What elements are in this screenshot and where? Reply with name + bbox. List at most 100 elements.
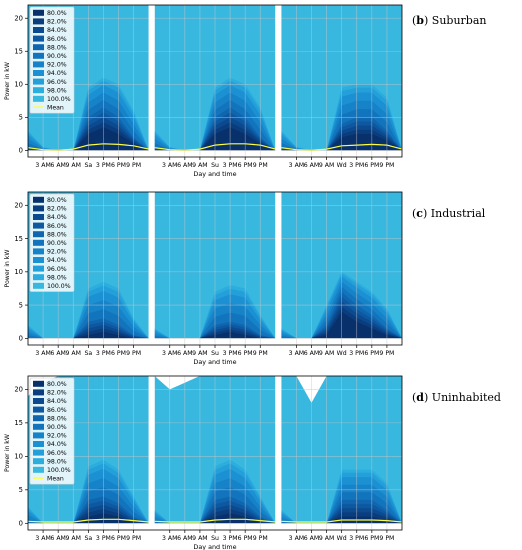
legend-box (29, 6, 75, 114)
y-tick-label: 5 (19, 301, 23, 309)
x-tick-label: 6 AM (50, 350, 65, 357)
y-axis-label: Power in kW (4, 434, 11, 472)
x-tick-label: 9 PM (126, 350, 141, 357)
x-tick-label: 6 AM (177, 162, 192, 169)
legend-label: 98.0% (47, 87, 67, 94)
x-tick-label: 6 PM (238, 535, 253, 542)
legend-label: 86.0% (47, 36, 67, 43)
x-tick-label: Wd (337, 535, 347, 542)
x-tick-label: Su (211, 162, 219, 169)
x-tick-label: 3 PM (96, 535, 111, 542)
legend-swatch-98-0 (33, 274, 44, 281)
y-tick-label: 20 (14, 14, 23, 22)
x-tick-label: 3 PM (96, 162, 111, 169)
x-tick-label: 9 AM (66, 350, 81, 357)
legend-swatch-88-0 (33, 415, 44, 422)
legend-label: 84.0% (47, 398, 67, 405)
x-tick-label: 3 PM (223, 535, 238, 542)
legend-label: 92.0% (47, 433, 67, 440)
panel-label-uninhabited: (d) Uninhabited (412, 391, 501, 404)
day-separator (275, 376, 282, 530)
x-tick-label: 3 AM (289, 350, 304, 357)
legend-swatch-92-0 (33, 61, 44, 68)
x-tick-label: 9 PM (379, 162, 394, 169)
legend-swatch-100-0 (33, 466, 44, 473)
legend-swatch-90-0 (33, 239, 44, 246)
legend-label: 98.0% (47, 274, 67, 281)
legend-label: 82.0% (47, 19, 67, 26)
legend-label: 88.0% (47, 415, 67, 422)
day-separator (148, 5, 155, 157)
legend-swatch-92-0 (33, 248, 44, 255)
x-tick-label: 9 PM (379, 535, 394, 542)
x-tick-label: 9 PM (253, 535, 268, 542)
x-tick-label: 3 AM (35, 350, 50, 357)
y-tick-label: 15 (14, 419, 23, 427)
legend-swatch-90-0 (33, 423, 44, 430)
legend-swatch-96-0 (33, 449, 44, 456)
x-tick-label: Wd (337, 350, 347, 357)
y-tick-label: 0 (19, 335, 23, 343)
legend-swatch-92-0 (33, 432, 44, 439)
y-tick-label: 15 (14, 47, 23, 55)
legend-swatch-90-0 (33, 52, 44, 59)
y-tick-label: 15 (14, 235, 23, 243)
x-tick-label: 6 PM (111, 535, 126, 542)
legend-swatch-96-0 (33, 78, 44, 85)
legend-swatch-100-0 (33, 95, 44, 102)
x-tick-label: 9 AM (66, 162, 81, 169)
legend-label: 100.0% (47, 283, 71, 290)
day-separator (148, 192, 155, 345)
x-tick-label: 3 AM (35, 535, 50, 542)
legend-label: 96.0% (47, 266, 67, 273)
x-tick-label: 6 AM (50, 162, 65, 169)
legend-label: 92.0% (47, 249, 67, 256)
legend-label: 84.0% (47, 27, 67, 34)
legend-swatch-94-0 (33, 257, 44, 263)
legend-swatch-86-0 (33, 35, 44, 42)
x-tick-label: 6 PM (364, 350, 379, 357)
x-tick-label: 3 PM (349, 535, 364, 542)
x-tick-label: 9 AM (192, 535, 207, 542)
legend-label: 90.0% (47, 53, 67, 60)
x-tick-label: Wd (337, 162, 347, 169)
x-tick-label: 6 AM (50, 535, 65, 542)
legend-swatch-94-0 (33, 441, 44, 447)
legend-label: Mean (47, 105, 64, 112)
x-tick-label: 3 AM (162, 350, 177, 357)
x-tick-label: 9 AM (319, 535, 334, 542)
x-tick-label: Sa (84, 535, 92, 542)
legend-label: 84.0% (47, 214, 67, 221)
x-axis-label: Day and time (193, 170, 236, 178)
legend-label: 100.0% (47, 96, 71, 103)
x-tick-label: 6 PM (111, 162, 126, 169)
x-axis-label: Day and time (193, 543, 236, 550)
x-tick-label: 9 PM (126, 535, 141, 542)
x-tick-label: Su (211, 350, 219, 357)
y-tick-label: 10 (14, 268, 23, 276)
legend-label: 82.0% (47, 206, 67, 213)
legend-label: 100.0% (47, 467, 71, 474)
x-tick-label: 6 AM (304, 350, 319, 357)
x-tick-label: 3 AM (162, 162, 177, 169)
x-tick-label: 3 PM (96, 350, 111, 357)
legend-swatch-98-0 (33, 458, 44, 465)
legend-label: 94.0% (47, 441, 67, 448)
x-tick-label: 9 PM (379, 350, 394, 357)
x-tick-label: 6 PM (111, 350, 126, 357)
legend-swatch-86-0 (33, 406, 44, 413)
legend-swatch-86-0 (33, 222, 44, 229)
panel-label-suburban: (b) Suburban (412, 14, 487, 27)
x-tick-label: 6 PM (238, 350, 253, 357)
x-tick-label: 3 PM (349, 162, 364, 169)
legend-label: 98.0% (47, 458, 67, 465)
x-tick-label: 9 PM (253, 162, 268, 169)
legend-label: 80.0% (47, 10, 67, 17)
x-tick-label: Sa (84, 350, 92, 357)
x-tick-label: 3 PM (223, 162, 238, 169)
y-axis-label: Power in kW (4, 250, 11, 288)
legend-swatch-88-0 (33, 44, 44, 51)
